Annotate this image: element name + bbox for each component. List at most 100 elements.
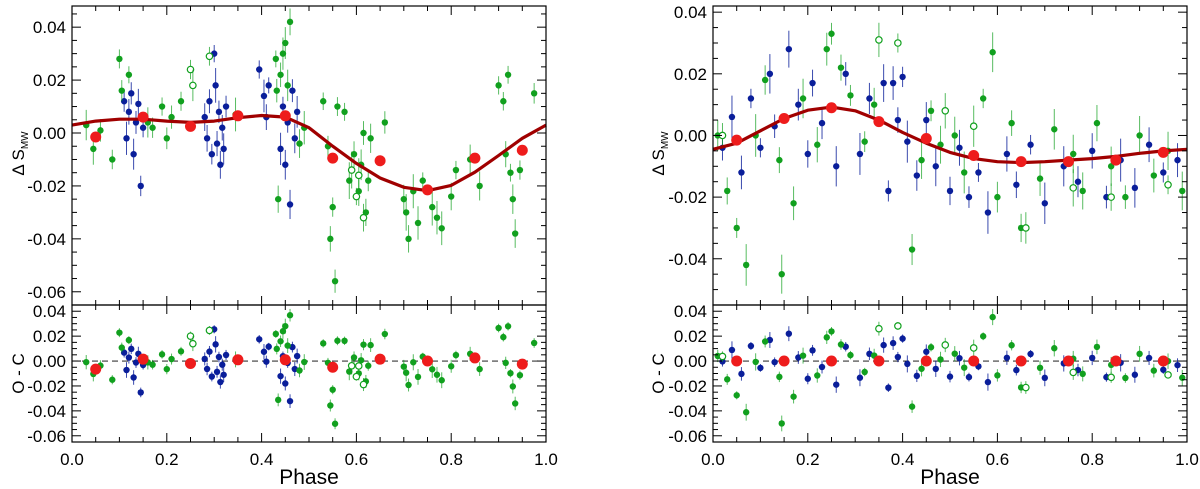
binned-mean-residual	[422, 355, 433, 367]
observation-point-green	[908, 246, 916, 253]
y-tick-label-residual: 0.04	[33, 302, 66, 321]
observation-point-green	[495, 82, 502, 89]
x-tick-label: 0.8	[1080, 450, 1104, 469]
observation-point-green	[927, 107, 935, 115]
binned-mean-residual	[826, 355, 837, 367]
observation-point-blue	[842, 70, 849, 78]
residual-point-green	[724, 376, 731, 383]
observation-point-blue	[135, 100, 142, 108]
observation-point-open	[347, 166, 356, 174]
observation-point-open	[189, 81, 197, 90]
observation-point-blue	[213, 140, 221, 147]
residual-point-green	[861, 368, 868, 376]
residual-point-green	[847, 351, 854, 359]
residual-point-green	[149, 361, 156, 368]
observation-point-green	[168, 113, 175, 121]
residual-point-blue	[220, 371, 227, 378]
observation-point-green	[1107, 163, 1115, 170]
observation-point-green	[509, 195, 517, 203]
observation-point-green	[414, 219, 422, 227]
y-tick-label-main: 0.02	[33, 71, 66, 90]
binned-mean-residual	[327, 361, 339, 373]
observation-point-green	[500, 98, 507, 105]
observation-point-blue	[766, 70, 774, 78]
binned-mean-residual	[374, 353, 386, 365]
residual-point-blue	[1013, 366, 1020, 374]
observation-point-green	[778, 270, 785, 278]
residual-point-open	[359, 380, 368, 389]
residual-point-green	[448, 363, 455, 370]
observation-point-green	[272, 55, 280, 63]
observation-point-blue	[880, 79, 887, 87]
observation-point-green	[994, 193, 1001, 201]
observation-point-green	[279, 50, 287, 57]
observation-point-green	[799, 95, 807, 102]
observation-point-green	[177, 98, 185, 105]
residual-point-blue	[201, 355, 208, 363]
observation-point-open	[1069, 184, 1078, 192]
observation-point-green	[274, 195, 282, 203]
residual-point-blue	[130, 374, 137, 381]
observation-point-blue	[217, 161, 224, 168]
y-tick-label-residual: 0.02	[33, 327, 66, 346]
observation-point-open	[941, 107, 950, 115]
observation-point-blue	[804, 150, 811, 158]
residual-point-green	[272, 330, 280, 338]
observation-point-open	[875, 36, 883, 44]
y-tick-label-main: 0.02	[674, 65, 707, 84]
residual-point-open	[1107, 373, 1115, 382]
residual-point-open	[1022, 383, 1030, 392]
residual-point-blue	[818, 363, 826, 371]
observation-point-blue	[286, 201, 294, 208]
residual-point-green	[918, 365, 925, 372]
residual-point-green	[279, 328, 287, 335]
residual-point-green	[1136, 350, 1143, 358]
observation-point-green	[433, 214, 441, 221]
y-tick-label-main: 0.04	[674, 3, 707, 22]
binned-mean-residual	[731, 355, 743, 367]
observation-point-blue	[125, 108, 133, 116]
observation-point-blue	[809, 79, 816, 87]
residual-point-blue	[120, 349, 128, 356]
observation-point-blue	[279, 103, 287, 110]
observation-point-green	[742, 261, 750, 269]
observation-point-green	[402, 209, 410, 216]
residual-point-green	[341, 337, 348, 345]
observation-point-green	[158, 103, 166, 110]
observation-point-blue	[206, 98, 213, 105]
observation-point-green	[90, 145, 97, 153]
y-tick-label-residual: 0.02	[674, 327, 707, 346]
residual-point-blue	[965, 373, 973, 381]
y-axis-title-main-subscript: MW	[20, 131, 31, 149]
residual-point-green	[530, 339, 538, 347]
observation-point-green	[360, 129, 367, 137]
observation-point-green	[329, 203, 336, 211]
observation-point-blue	[1074, 178, 1082, 185]
observation-point-blue	[946, 187, 954, 195]
observation-point-green	[149, 124, 156, 131]
observation-point-blue	[956, 144, 963, 151]
observation-point-blue	[795, 101, 802, 108]
observation-point-green	[823, 45, 830, 53]
residual-point-open	[894, 322, 902, 330]
observation-point-green	[286, 18, 294, 26]
observation-point-green	[282, 39, 289, 47]
residual-point-green	[118, 344, 125, 351]
residual-point-blue	[1131, 371, 1139, 378]
residual-point-green	[778, 420, 785, 427]
residual-point-blue	[904, 360, 911, 368]
residual-point-blue	[212, 341, 219, 348]
binned-mean-point	[731, 134, 743, 146]
observation-point-green	[828, 30, 835, 37]
residual-point-green	[301, 358, 308, 366]
residual-point-green	[274, 396, 282, 404]
residual-point-blue	[785, 330, 793, 337]
observation-point-green	[530, 90, 538, 97]
residual-point-blue	[984, 378, 992, 386]
residual-point-open	[186, 332, 195, 340]
residual-point-blue	[263, 358, 270, 365]
residual-point-green	[284, 342, 291, 349]
binned-mean-point	[516, 144, 528, 156]
observation-point-green	[951, 132, 958, 139]
